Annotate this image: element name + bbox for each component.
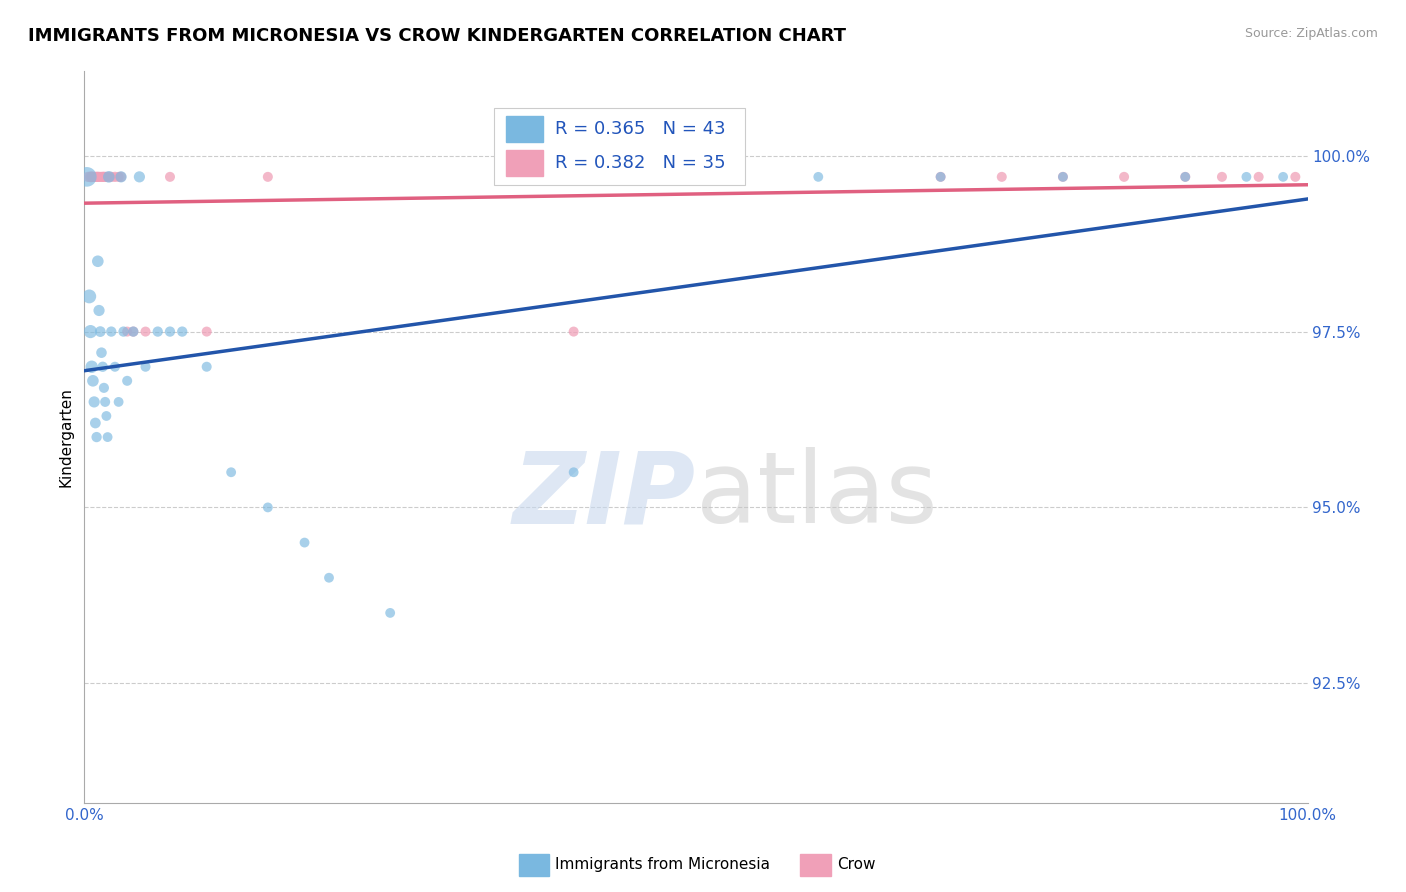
Point xyxy=(94,395,117,409)
Point xyxy=(128,169,150,184)
Point xyxy=(1272,169,1295,184)
Point xyxy=(159,325,181,339)
Bar xyxy=(800,854,831,876)
Point xyxy=(94,169,117,184)
Point xyxy=(195,359,218,374)
Text: Immigrants from Micronesia: Immigrants from Micronesia xyxy=(555,857,770,872)
Y-axis label: Kindergarten: Kindergarten xyxy=(58,387,73,487)
Point xyxy=(1211,169,1233,184)
Point xyxy=(1284,169,1306,184)
FancyBboxPatch shape xyxy=(494,108,745,185)
Point xyxy=(96,409,118,423)
Point xyxy=(112,325,135,339)
Point xyxy=(82,374,104,388)
Point xyxy=(929,169,952,184)
Point xyxy=(562,465,585,479)
Point xyxy=(83,395,105,409)
Point xyxy=(80,359,103,374)
Point xyxy=(79,325,101,339)
Text: Source: ZipAtlas.com: Source: ZipAtlas.com xyxy=(1244,27,1378,40)
Point xyxy=(90,345,112,359)
Text: R = 0.365   N = 43: R = 0.365 N = 43 xyxy=(555,120,725,138)
Point xyxy=(86,169,108,184)
Point xyxy=(82,169,104,184)
Point xyxy=(115,374,138,388)
Point xyxy=(1052,169,1074,184)
Point xyxy=(96,169,118,184)
Point xyxy=(77,289,100,303)
Text: Crow: Crow xyxy=(837,857,875,872)
Point xyxy=(91,359,114,374)
Point xyxy=(80,169,103,184)
Point xyxy=(107,395,129,409)
Point xyxy=(172,325,194,339)
Point xyxy=(84,169,107,184)
Point xyxy=(318,571,340,585)
Text: IMMIGRANTS FROM MICRONESIA VS CROW KINDERGARTEN CORRELATION CHART: IMMIGRANTS FROM MICRONESIA VS CROW KINDE… xyxy=(28,27,846,45)
Point xyxy=(100,169,122,184)
Text: atlas: atlas xyxy=(696,447,938,544)
Point xyxy=(562,325,585,339)
Point xyxy=(90,169,112,184)
Point xyxy=(93,381,115,395)
Point xyxy=(1052,169,1074,184)
Point xyxy=(294,535,316,549)
Point xyxy=(380,606,402,620)
Point xyxy=(97,169,120,184)
Point xyxy=(100,325,122,339)
Point xyxy=(1174,169,1197,184)
Point xyxy=(87,169,110,184)
Point xyxy=(257,169,280,184)
Point xyxy=(87,254,110,268)
Point xyxy=(110,169,132,184)
Bar xyxy=(519,854,550,876)
Point xyxy=(87,303,110,318)
Point xyxy=(929,169,952,184)
Point xyxy=(135,325,157,339)
Point xyxy=(77,169,100,184)
Point xyxy=(159,169,181,184)
Point xyxy=(807,169,830,184)
Point xyxy=(257,500,280,515)
Point xyxy=(1247,169,1270,184)
Point xyxy=(86,430,108,444)
Point xyxy=(146,325,169,339)
Point xyxy=(87,169,110,184)
Point xyxy=(76,169,98,184)
Point xyxy=(97,430,120,444)
Point xyxy=(84,416,107,430)
Point xyxy=(107,169,129,184)
Point xyxy=(89,325,111,339)
Point xyxy=(991,169,1014,184)
Point xyxy=(135,359,157,374)
Point xyxy=(110,169,132,184)
Point xyxy=(122,325,145,339)
Point xyxy=(219,465,242,479)
Point xyxy=(83,169,105,184)
Point xyxy=(1236,169,1258,184)
Point xyxy=(1114,169,1136,184)
Point xyxy=(122,325,145,339)
Point xyxy=(104,169,127,184)
Point xyxy=(195,325,218,339)
Point xyxy=(115,325,138,339)
Point xyxy=(1174,169,1197,184)
Point xyxy=(97,169,120,184)
Point xyxy=(104,359,127,374)
Point xyxy=(89,169,111,184)
Point xyxy=(79,169,101,184)
Text: ZIP: ZIP xyxy=(513,447,696,544)
Bar xyxy=(506,116,543,143)
Bar xyxy=(506,150,543,176)
Text: R = 0.382   N = 35: R = 0.382 N = 35 xyxy=(555,153,725,172)
Point xyxy=(91,169,114,184)
Point xyxy=(93,169,115,184)
